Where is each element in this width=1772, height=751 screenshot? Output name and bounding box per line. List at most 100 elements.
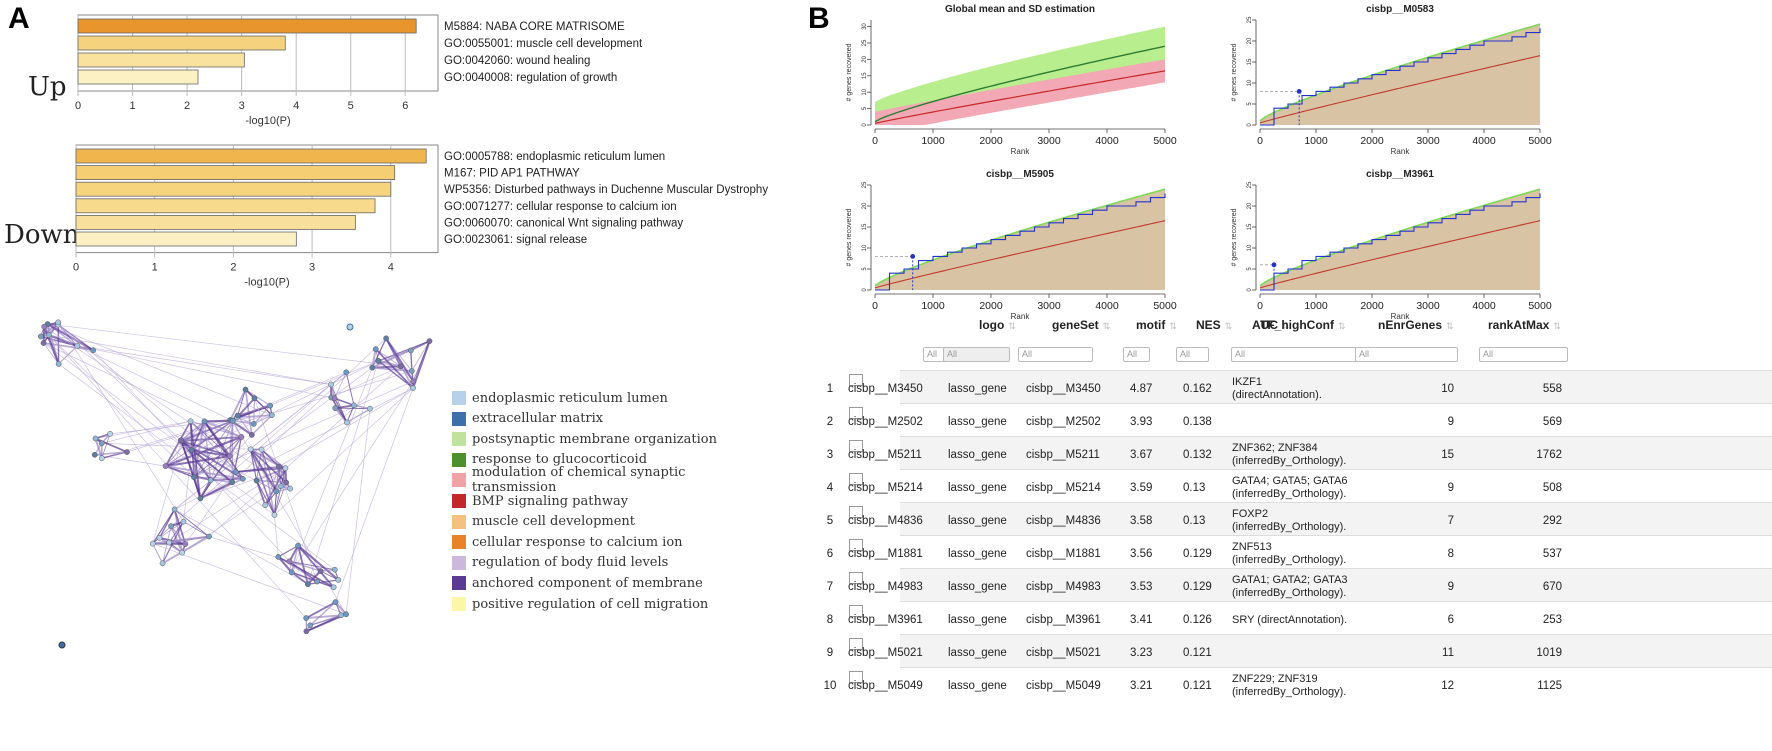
column-header[interactable]: rankAtMax ⇅ [1488, 318, 1561, 332]
column-filter-input[interactable]: All [1176, 347, 1209, 362]
nes-cell: 3.93 [1130, 416, 1153, 428]
network-node [304, 581, 311, 588]
network-node [332, 405, 339, 411]
down-category-label: GO:0023061: signal release [444, 234, 587, 246]
network-node [201, 418, 208, 425]
auc-cell: 0.121 [1183, 647, 1212, 659]
table-row[interactable]: 8 cisbp__M3961 lasso_gene cisbp__M3961 3.41 0… [827, 601, 1772, 634]
up-tick-label: 5 [348, 100, 354, 112]
y-tick-label: 20 [1247, 202, 1253, 209]
y-tick-label: 10 [1247, 79, 1253, 86]
rankatmax-cell: 537 [1542, 548, 1562, 560]
column-header[interactable]: geneSet ⇅ [1052, 318, 1110, 332]
sort-icon[interactable]: ⇅ [1102, 321, 1111, 331]
nes-cell: 3.23 [1130, 647, 1153, 659]
auc-cell: 0.129 [1183, 548, 1212, 560]
network-edge [57, 324, 94, 351]
sort-icon[interactable]: ⇅ [1008, 321, 1016, 331]
sort-icon[interactable]: ⇅ [1224, 321, 1233, 331]
column-header[interactable]: motif ⇅ [1136, 318, 1177, 332]
column-filter-input[interactable]: All [1123, 347, 1150, 362]
nes-cell: 3.67 [1130, 449, 1153, 461]
network-edge [289, 560, 335, 571]
table-header: logo ⇅ geneSet ⇅ motif ⇅ NES ⇅ AUC ⇅ TF_highConf ⇅ n… [900, 310, 1772, 340]
network-edge [77, 345, 233, 422]
sort-icon[interactable]: ⇅ [1282, 321, 1290, 331]
geneset-cell: lasso_gene [948, 647, 1007, 659]
y-tick-label: 15 [862, 223, 868, 230]
column-header[interactable]: nEnrGenes ⇅ [1378, 318, 1454, 332]
column-filter-input[interactable]: All [1018, 347, 1093, 362]
down-bar-chart: 0 1 2 3 4 -log10(P) GO:0005788: endoplasmic re… [73, 144, 768, 289]
network-edge [261, 449, 277, 492]
network-edge [193, 421, 206, 478]
column-filter-input[interactable]: All [943, 347, 1010, 362]
recovery-plot: cisbp__M0583 0 1000 2000 3000 4000 5000 0 5 10 15 2… [1231, 4, 1552, 156]
x-tick-label: 3000 [1037, 135, 1061, 147]
network-node [338, 612, 344, 619]
network-node [282, 465, 289, 472]
network-edge [249, 448, 278, 492]
mean-curve-red [874, 70, 1166, 124]
rankatmax-cell: 253 [1542, 614, 1562, 626]
column-filter-input[interactable]: All [1231, 347, 1361, 362]
table-row[interactable]: 7 cisbp__M4983 lasso_gene cisbp__M4983 3.53 0… [827, 568, 1772, 601]
legend-label: muscle cell development [472, 514, 636, 530]
network-edge [174, 509, 308, 585]
y-tick-label: 25 [862, 39, 868, 46]
y-axis-label: # genes recovered [1231, 208, 1238, 266]
column-header[interactable]: AUC ⇅ [1252, 318, 1290, 332]
table-row[interactable]: 1 cisbp__M3450 lasso_gene cisbp__M3450 4.87 0… [827, 370, 1772, 403]
y-tick-label: 20 [862, 55, 868, 62]
network-edge [412, 340, 430, 382]
legend-swatch [452, 494, 466, 508]
table-row[interactable]: 2 cisbp__M2502 lasso_gene cisbp__M2502 3.93 0… [827, 403, 1772, 436]
legend-label: BMP signaling pathway [472, 493, 629, 509]
network-edge [290, 545, 299, 573]
network-node [168, 523, 174, 529]
column-header[interactable]: logo ⇅ [979, 318, 1016, 332]
network-edge [289, 560, 321, 572]
network-node [149, 540, 156, 547]
network-edge [48, 334, 195, 478]
network-edge [277, 556, 293, 574]
network-edge [185, 471, 236, 545]
network-edge [152, 440, 182, 544]
legend-label: endoplasmic reticulum lumen [472, 390, 668, 406]
column-filter-input[interactable]: All [1355, 347, 1458, 362]
down-bar [75, 214, 356, 230]
column-filter-input[interactable]: All [1479, 347, 1568, 362]
sort-icon[interactable]: ⇅ [1446, 321, 1454, 331]
table-row[interactable]: 10 cisbp__M5049 lasso_gene cisbp__M5049 3.21… [824, 667, 1772, 700]
x-tick-label: 5000 [1153, 135, 1177, 147]
column-header[interactable]: NES ⇅ [1196, 318, 1232, 332]
network-edge [264, 466, 280, 506]
network-edge [174, 509, 210, 537]
nes-cell: 3.41 [1130, 614, 1153, 626]
sort-icon[interactable]: ⇅ [1169, 321, 1177, 331]
network-edge [307, 360, 379, 585]
network-edge [47, 323, 401, 367]
motif-cell: cisbp__M3961 [1026, 614, 1101, 626]
panel-b-letter: B [808, 2, 830, 35]
network-node [162, 463, 169, 469]
table-row[interactable]: 4 cisbp__M5214 lasso_gene cisbp__M5214 3.59 0… [827, 469, 1772, 502]
network-edge [371, 348, 377, 368]
table-row[interactable]: 6 cisbp__M1881 lasso_gene cisbp__M1881 3.56 0… [827, 535, 1772, 568]
table-row[interactable]: 3 cisbp__M5211 lasso_gene cisbp__M5211 3.67 0… [827, 436, 1772, 469]
x-tick-label: 4000 [1095, 300, 1119, 312]
legend-swatch [452, 411, 466, 426]
column-header[interactable]: TF_highConf ⇅ [1260, 318, 1346, 332]
sort-icon[interactable]: ⇅ [1553, 321, 1561, 331]
x-tick-label: 4000 [1472, 300, 1496, 312]
table-row[interactable]: 5 cisbp__M4836 lasso_gene cisbp__M4836 3.58 0… [827, 502, 1772, 535]
nenrgenes-cell: 7 [1447, 515, 1454, 527]
y-axis-label: # genes recovered [1231, 43, 1238, 101]
network-edge [77, 345, 332, 385]
y-tick-label: 0 [1247, 123, 1253, 127]
sort-icon[interactable]: ⇅ [1337, 321, 1346, 331]
table-row[interactable]: 9 cisbp__M5021 lasso_gene cisbp__M5021 3.23 0… [827, 634, 1772, 667]
up-category-label: GO:0055001: muscle cell development [444, 38, 643, 50]
network-node [171, 506, 178, 513]
legend-item: BMP signaling pathway [452, 491, 628, 511]
